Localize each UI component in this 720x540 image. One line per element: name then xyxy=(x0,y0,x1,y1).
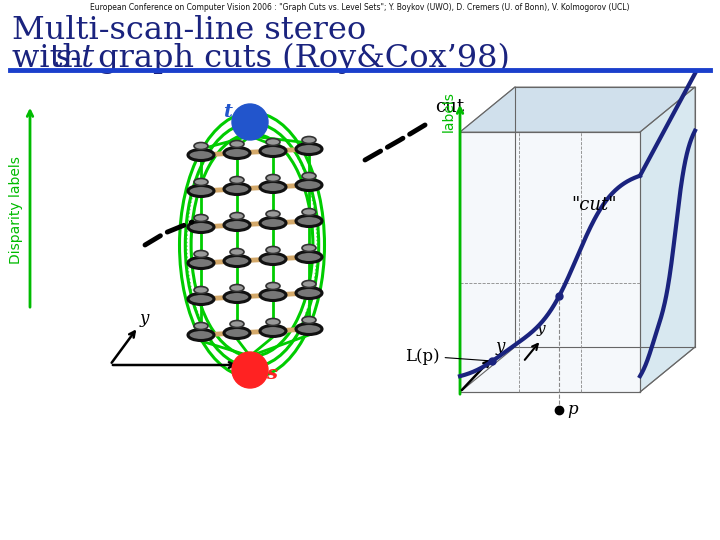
Ellipse shape xyxy=(194,179,208,186)
Ellipse shape xyxy=(266,282,280,289)
Ellipse shape xyxy=(266,174,280,181)
Ellipse shape xyxy=(266,138,280,145)
Ellipse shape xyxy=(188,186,214,197)
Text: t: t xyxy=(223,103,233,121)
Ellipse shape xyxy=(302,280,316,287)
Ellipse shape xyxy=(296,287,322,299)
Ellipse shape xyxy=(260,181,286,192)
Text: y: y xyxy=(140,310,149,327)
Text: cut: cut xyxy=(435,98,464,116)
Ellipse shape xyxy=(224,255,250,267)
Ellipse shape xyxy=(230,321,244,327)
Circle shape xyxy=(232,352,268,388)
Ellipse shape xyxy=(188,329,214,341)
Text: y: y xyxy=(536,322,545,336)
Text: s: s xyxy=(266,365,277,383)
Ellipse shape xyxy=(188,294,214,305)
Ellipse shape xyxy=(302,245,316,252)
Ellipse shape xyxy=(266,246,280,253)
Polygon shape xyxy=(460,347,695,392)
Text: labels: labels xyxy=(442,92,456,132)
Ellipse shape xyxy=(260,145,286,157)
Ellipse shape xyxy=(266,319,280,326)
Ellipse shape xyxy=(188,150,214,160)
Polygon shape xyxy=(460,87,695,132)
Ellipse shape xyxy=(230,248,244,255)
Ellipse shape xyxy=(302,316,316,323)
Text: s-t: s-t xyxy=(55,43,95,74)
Ellipse shape xyxy=(224,184,250,194)
Ellipse shape xyxy=(188,258,214,268)
Ellipse shape xyxy=(302,208,316,215)
Ellipse shape xyxy=(230,140,244,147)
Ellipse shape xyxy=(224,292,250,302)
Ellipse shape xyxy=(260,326,286,336)
Ellipse shape xyxy=(224,327,250,339)
Text: graph cuts (Roy&Cox’98): graph cuts (Roy&Cox’98) xyxy=(88,43,510,74)
Ellipse shape xyxy=(224,219,250,231)
Ellipse shape xyxy=(296,179,322,191)
Text: x: x xyxy=(244,369,253,386)
Ellipse shape xyxy=(302,137,316,144)
Ellipse shape xyxy=(230,213,244,219)
Text: Multi-scan-line stereo: Multi-scan-line stereo xyxy=(12,15,366,46)
Polygon shape xyxy=(460,132,640,392)
Ellipse shape xyxy=(230,177,244,184)
Ellipse shape xyxy=(260,218,286,228)
Ellipse shape xyxy=(260,289,286,300)
Ellipse shape xyxy=(296,215,322,226)
Ellipse shape xyxy=(194,251,208,258)
Circle shape xyxy=(232,104,268,140)
Ellipse shape xyxy=(296,144,322,154)
Text: L(p): L(p) xyxy=(405,348,490,364)
Ellipse shape xyxy=(224,147,250,159)
Text: "cut": "cut" xyxy=(572,196,617,214)
Ellipse shape xyxy=(194,322,208,329)
Ellipse shape xyxy=(230,285,244,292)
Text: Disparity labels: Disparity labels xyxy=(9,156,23,264)
Text: European Conference on Computer Vision 2006 : "Graph Cuts vs. Level Sets"; Y. Bo: European Conference on Computer Vision 2… xyxy=(90,3,630,12)
Text: y: y xyxy=(496,338,505,355)
Ellipse shape xyxy=(194,287,208,294)
Ellipse shape xyxy=(266,211,280,218)
Ellipse shape xyxy=(194,214,208,221)
Text: with: with xyxy=(12,43,93,74)
Ellipse shape xyxy=(296,252,322,262)
Ellipse shape xyxy=(260,253,286,265)
Text: p: p xyxy=(567,402,577,418)
Ellipse shape xyxy=(188,221,214,233)
Ellipse shape xyxy=(302,172,316,179)
Polygon shape xyxy=(640,87,695,392)
Ellipse shape xyxy=(296,323,322,334)
Ellipse shape xyxy=(194,143,208,150)
